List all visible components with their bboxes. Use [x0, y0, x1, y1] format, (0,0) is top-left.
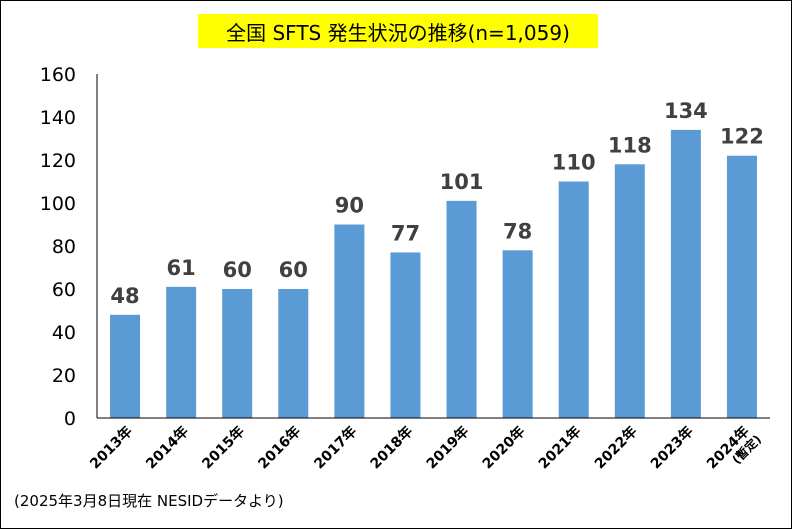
x-tick-label: 2019年 — [423, 423, 472, 472]
bar — [670, 129, 701, 418]
data-label: 60 — [223, 258, 252, 282]
bar — [222, 289, 253, 418]
y-tick-label: 60 — [52, 279, 76, 301]
bar — [502, 250, 533, 418]
chart-title: 全国 SFTS 発生状況の推移(n=1,059) — [226, 20, 570, 45]
bar — [558, 181, 589, 418]
data-label: 118 — [608, 133, 652, 157]
y-tick-label: 20 — [52, 365, 76, 387]
bar — [166, 286, 197, 418]
bar — [334, 224, 365, 418]
x-tick-label: 2023年 — [647, 423, 696, 472]
x-tick-label: 2018年 — [367, 423, 416, 472]
bar — [110, 314, 141, 418]
y-tick-label: 140 — [40, 107, 76, 129]
data-label: 134 — [664, 99, 708, 123]
data-label: 90 — [335, 194, 364, 218]
y-tick-label: 40 — [52, 322, 76, 344]
data-label: 101 — [440, 170, 484, 194]
x-tick-label: 2020年 — [479, 423, 528, 472]
bar — [446, 200, 477, 418]
data-label: 122 — [720, 125, 764, 149]
source-footnote: (2025年3月8日現在 NESIDデータより) — [14, 492, 284, 510]
x-tick-label: 2013年 — [86, 423, 135, 472]
bar — [390, 252, 421, 418]
chart-title-box: 全国 SFTS 発生状況の推移(n=1,059) — [198, 14, 598, 48]
data-label: 110 — [552, 151, 596, 175]
y-tick-label: 80 — [52, 236, 76, 258]
x-tick-label: 2017年 — [311, 423, 360, 472]
data-label: 60 — [279, 258, 308, 282]
data-label: 48 — [110, 284, 139, 308]
data-label: 78 — [503, 219, 532, 243]
bar — [278, 289, 309, 418]
y-tick-label: 100 — [40, 193, 76, 215]
data-label: 77 — [391, 221, 420, 245]
y-tick-label: 160 — [40, 64, 76, 86]
x-tick-label: 2014年 — [142, 423, 191, 472]
x-tick-label: 2016年 — [255, 423, 304, 472]
y-tick-label: 120 — [40, 150, 76, 172]
x-tick-label: 2021年 — [535, 423, 584, 472]
y-tick-label: 0 — [64, 408, 76, 430]
x-tick-label: 2022年 — [591, 423, 640, 472]
x-tick-label: 2015年 — [199, 423, 248, 472]
bar — [726, 155, 757, 418]
data-label: 61 — [167, 256, 196, 280]
bar — [614, 164, 645, 418]
